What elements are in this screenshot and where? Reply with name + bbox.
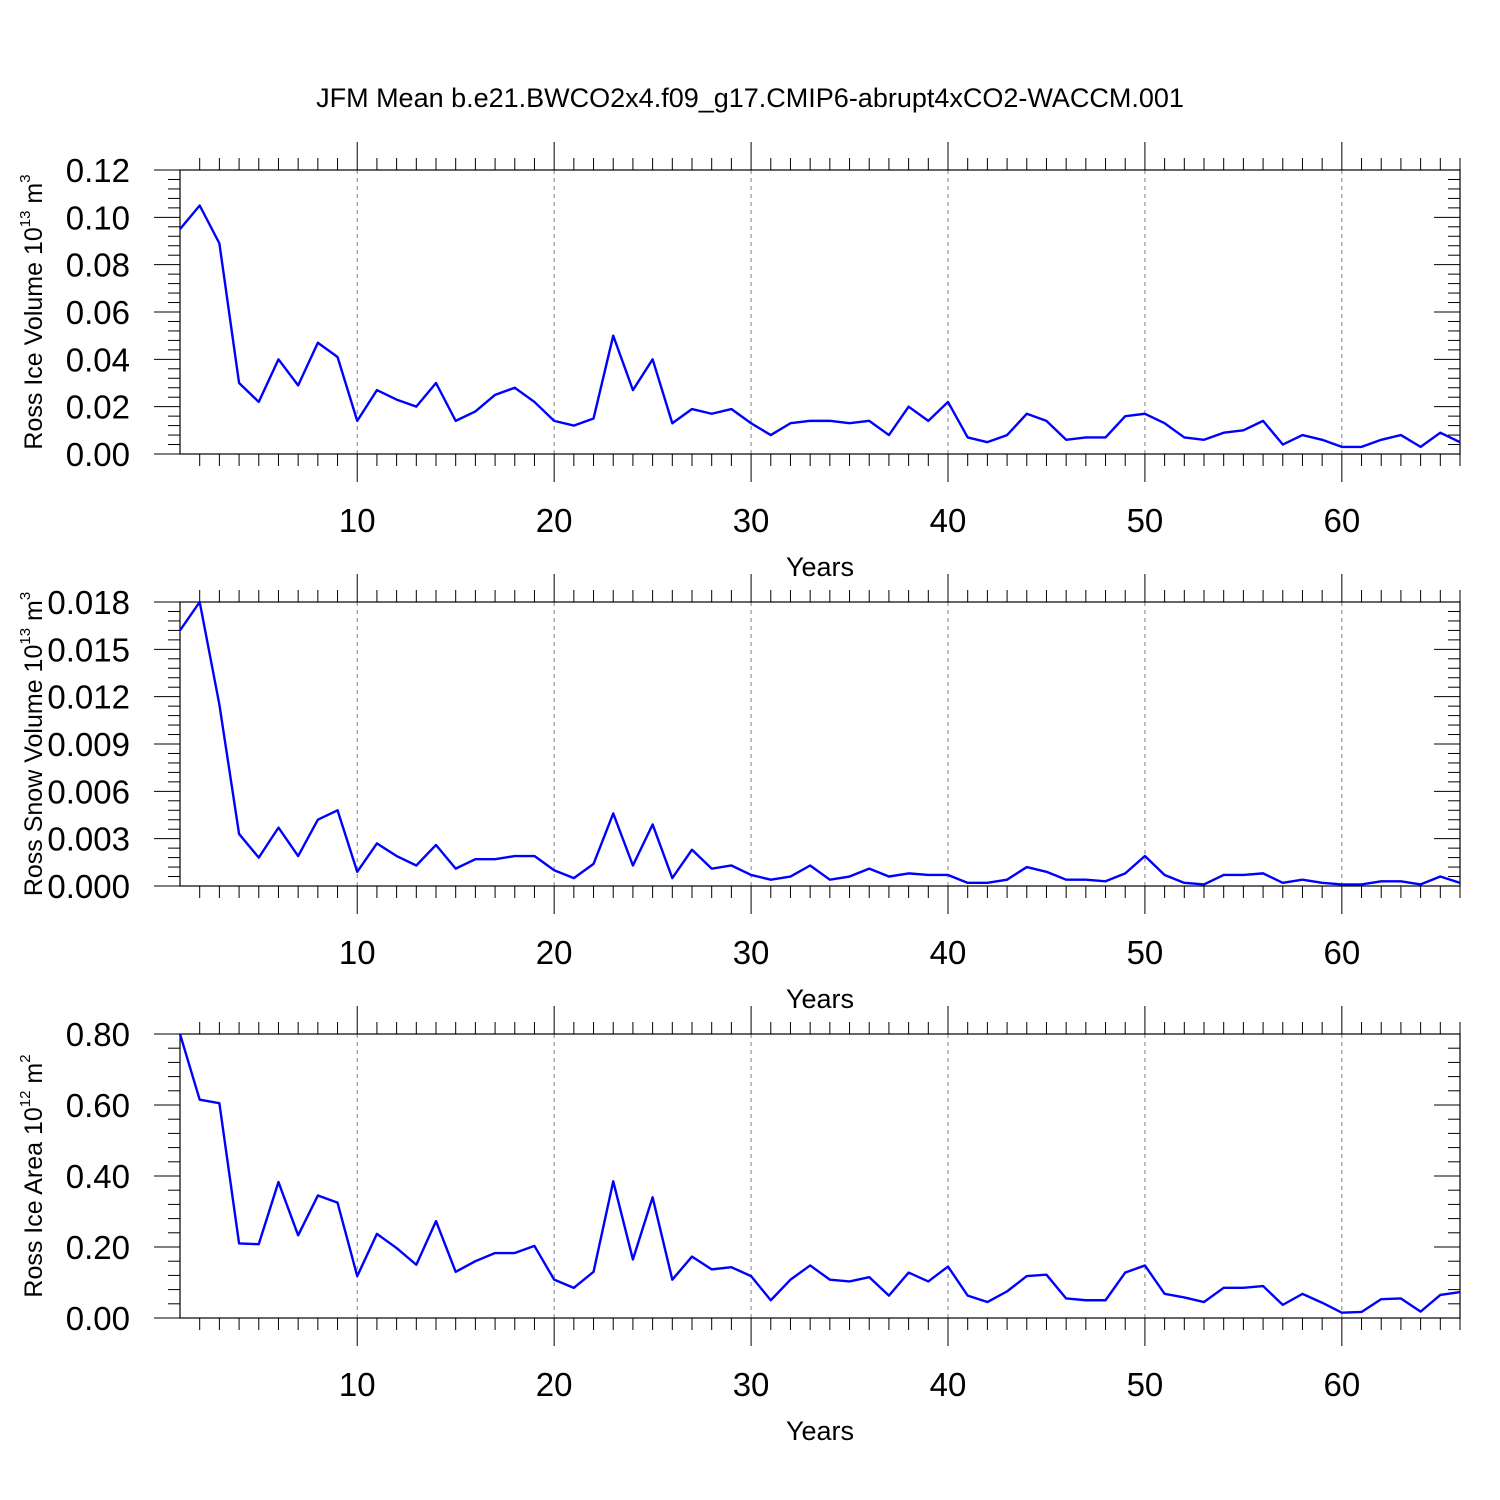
y-tick-label-4: 0.012 <box>47 679 130 716</box>
x-tick-label-40: 40 <box>930 1366 967 1403</box>
y-tick-label-2: 0.006 <box>47 773 130 810</box>
panels: 10 20 30 40 50 60 Years 0.00 0.02 0.04 0.06 0.08 0.1… <box>17 142 1461 1446</box>
y-axis-label-unit: m <box>20 600 48 628</box>
x-tick-label-30: 30 <box>733 934 770 971</box>
series-line-1 <box>179 204 1461 449</box>
y-axis-label-unit-exponent: 3 <box>17 174 34 182</box>
y-axis-label: Ross Snow Volume 1013 m3 <box>17 592 48 896</box>
x-tick-label-50: 50 <box>1127 1366 1164 1403</box>
y-tick-label-1: 0.003 <box>47 821 130 858</box>
y-axis-label-unit-exponent: 3 <box>17 592 34 600</box>
y-axis-label-exponent: 13 <box>17 211 34 228</box>
y-tick-label-0: 0.00 <box>66 1300 130 1337</box>
y-axis-label-exponent: 13 <box>17 628 34 645</box>
chart-panel-3: 10 20 30 40 50 60 Years 0.00 0.20 0.40 0.60 0.80 Ros… <box>17 1006 1461 1446</box>
y-tick-label-4: 0.08 <box>66 247 130 284</box>
series-line-1 <box>178 1033 1461 1314</box>
x-tick-label-30: 30 <box>733 1366 770 1403</box>
y-axis-label-text: Ross Ice Area 10 <box>20 1107 48 1297</box>
x-tick-label-40: 40 <box>930 502 967 539</box>
x-tick-label-60: 60 <box>1323 502 1360 539</box>
chart-panel-2: 10 20 30 40 50 60 Years 0.000 0.003 0.006 0.009 0.0… <box>17 574 1461 1014</box>
y-tick-label-5: 0.015 <box>47 631 130 668</box>
y-tick-label-3: 0.60 <box>66 1087 130 1124</box>
x-tick-label-10: 10 <box>339 1366 376 1403</box>
x-axis-label: Years <box>786 984 854 1014</box>
y-tick-label-1: 0.02 <box>66 389 130 426</box>
y-tick-label-0: 0.000 <box>47 868 130 905</box>
y-tick-label-4: 0.80 <box>66 1016 130 1053</box>
y-tick-label-2: 0.04 <box>66 341 130 378</box>
y-axis-label: Ross Ice Area 1012 m2 <box>17 1054 48 1297</box>
x-tick-label-60: 60 <box>1323 934 1360 971</box>
y-axis-label-exponent: 12 <box>17 1091 34 1108</box>
plot-frame <box>179 1033 1461 1319</box>
x-tick-label-10: 10 <box>339 502 376 539</box>
y-axis-label-text: Ross Snow Volume 10 <box>20 645 48 897</box>
y-axis-label: Ross Ice Volume 1013 m3 <box>17 174 48 449</box>
y-tick-label-2: 0.40 <box>66 1158 130 1195</box>
y-axis-label-unit: m <box>20 1063 48 1091</box>
y-tick-label-5: 0.10 <box>66 199 130 236</box>
x-tick-label-50: 50 <box>1127 502 1164 539</box>
y-tick-label-3: 0.009 <box>47 726 130 763</box>
x-tick-label-30: 30 <box>733 502 770 539</box>
y-tick-label-1: 0.20 <box>66 1229 130 1266</box>
y-tick-label-0: 0.00 <box>66 436 130 473</box>
y-tick-label-6: 0.12 <box>66 152 130 189</box>
x-axis-label: Years <box>786 552 854 582</box>
x-tick-label-10: 10 <box>339 934 376 971</box>
y-tick-label-3: 0.06 <box>66 294 130 331</box>
plot-frame <box>179 601 1461 887</box>
x-tick-label-40: 40 <box>930 934 967 971</box>
x-axis-label: Years <box>786 1416 854 1446</box>
y-axis-label-unit-exponent: 2 <box>17 1054 34 1062</box>
y-axis-label-unit: m <box>20 183 48 211</box>
y-tick-label-6: 0.018 <box>47 584 130 621</box>
plot-frame <box>179 169 1461 455</box>
x-tick-label-20: 20 <box>536 1366 573 1403</box>
x-tick-label-20: 20 <box>536 502 573 539</box>
series-line-1 <box>179 600 1461 886</box>
x-tick-label-60: 60 <box>1323 1366 1360 1403</box>
y-axis-label-text: Ross Ice Volume 10 <box>20 227 48 449</box>
x-tick-label-20: 20 <box>536 934 573 971</box>
chart-panel-1: 10 20 30 40 50 60 Years 0.00 0.02 0.04 0.06 0.08 0.1… <box>17 142 1461 582</box>
figure-title: JFM Mean b.e21.BWCO2x4.f09_g17.CMIP6-abr… <box>316 83 1184 113</box>
x-tick-label-50: 50 <box>1127 934 1164 971</box>
